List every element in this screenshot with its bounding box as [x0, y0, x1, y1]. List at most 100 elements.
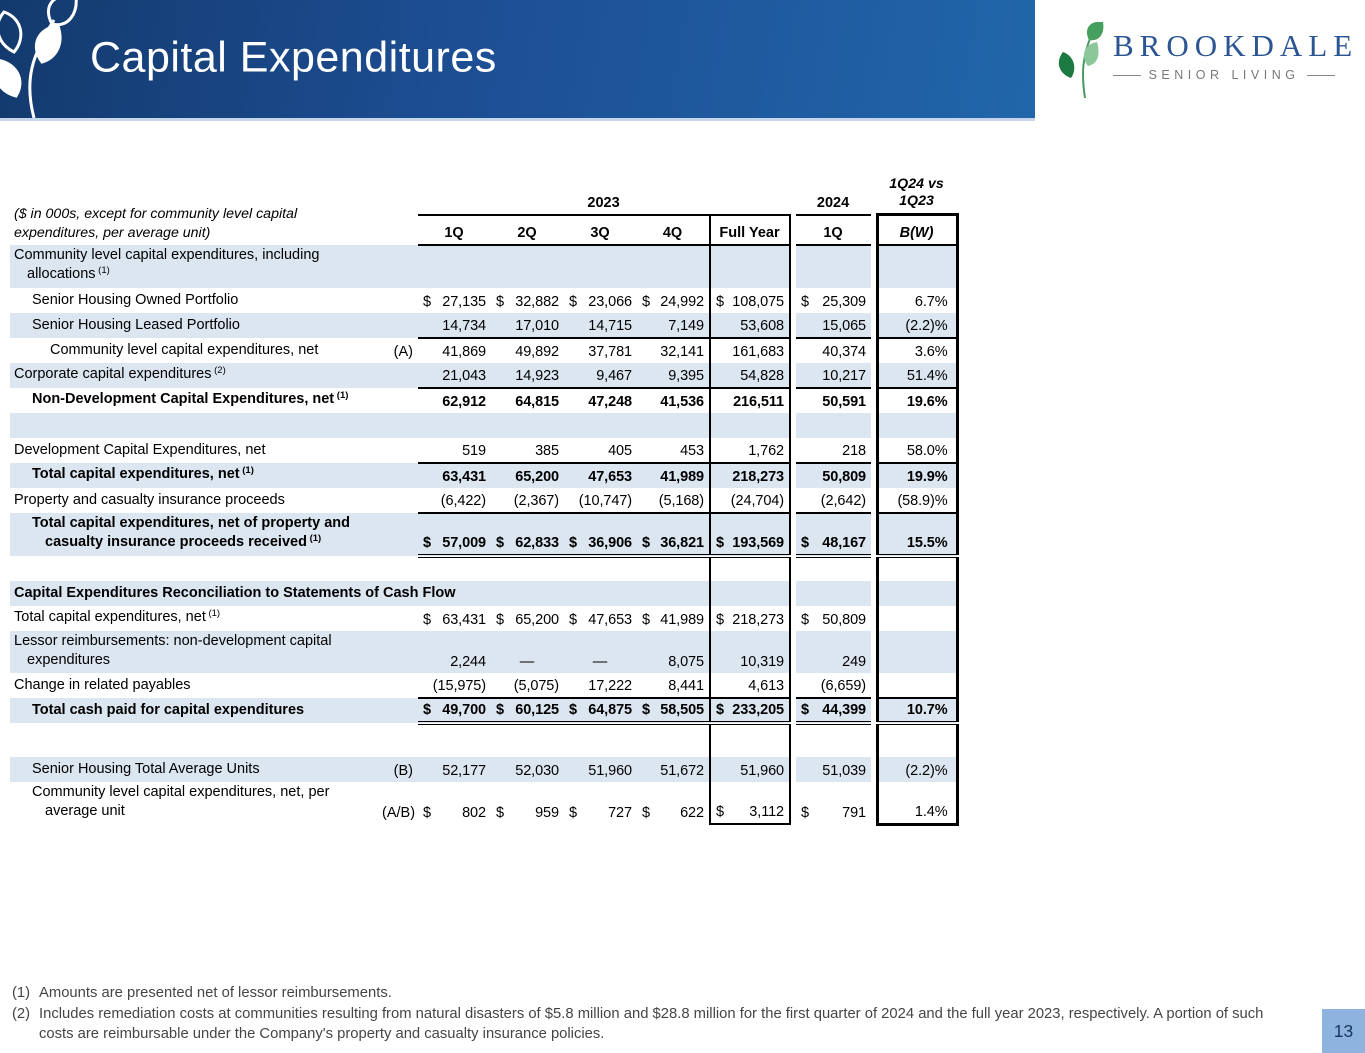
- cell: (58.9)%: [875, 488, 959, 514]
- ref-label: [378, 606, 418, 631]
- brand-text: BROOKDALE SENIOR LIVING: [1113, 28, 1359, 82]
- cell: [564, 245, 637, 288]
- gutter: [871, 313, 878, 338]
- gutter: [871, 488, 878, 513]
- cell: [875, 606, 959, 631]
- cell: $44,399: [796, 698, 872, 725]
- cell: $41,989: [642, 612, 704, 628]
- cell: [491, 723, 564, 757]
- blank-row: [10, 413, 418, 438]
- cell: (2,642): [796, 488, 872, 514]
- gutter: [790, 757, 797, 782]
- gutter: [871, 723, 878, 757]
- gutter: [871, 757, 878, 782]
- row-label: Lessor reimbursements: non-development c…: [10, 631, 378, 673]
- cell: $50,809: [801, 612, 867, 628]
- ref-label: [378, 313, 418, 338]
- gutter: [871, 438, 878, 463]
- gutter: [790, 214, 797, 245]
- banner: Capital Expenditures: [0, 0, 1035, 121]
- row-label: Total capital expenditures, net (1): [10, 463, 378, 488]
- gutter: [790, 288, 797, 313]
- cell: 10.7%: [875, 698, 959, 725]
- cell: [418, 556, 491, 581]
- ref-label: [378, 438, 418, 463]
- cell: [491, 556, 564, 581]
- cell: 3.6%: [875, 338, 959, 363]
- blank-row: [10, 723, 418, 757]
- cell: 51,039: [796, 757, 872, 782]
- row-label: Development Capital Expenditures, net: [14, 442, 266, 458]
- row-label: Community level capital expenditures, ne…: [32, 784, 330, 819]
- cell: (6,422): [418, 488, 491, 514]
- cell: 10,217: [796, 363, 872, 389]
- cell: $3,112: [708, 782, 792, 825]
- cell: 161,683: [708, 338, 792, 363]
- cell: [796, 581, 872, 606]
- cell: [796, 556, 871, 581]
- cell: $65,200: [496, 612, 559, 628]
- gutter: [790, 363, 797, 388]
- gutter: [790, 513, 797, 556]
- gutter: [790, 463, 797, 488]
- cell: 37,781: [588, 344, 632, 360]
- cell: [491, 245, 564, 288]
- ref-label: [378, 513, 418, 556]
- cell: $233,205: [708, 698, 792, 725]
- row-label: Senior Housing Total Average Units: [10, 757, 378, 782]
- cell: 50,591: [822, 394, 867, 410]
- cell: [796, 413, 872, 438]
- cell: 41,989: [637, 463, 710, 488]
- ref-label: (A/B): [382, 805, 416, 821]
- cell: [875, 556, 959, 581]
- row-label: Property and casualty insurance proceeds: [14, 492, 285, 508]
- cell: $622: [642, 805, 704, 821]
- cell: —: [564, 631, 637, 673]
- cell: $32,882: [496, 294, 559, 310]
- cell: 41,536: [660, 394, 704, 410]
- row-label: Capital Expenditures Reconciliation to S…: [10, 581, 491, 606]
- cell: [564, 556, 637, 581]
- cell: 218: [796, 438, 872, 464]
- gutter: [790, 338, 797, 363]
- cell: 14,715: [564, 313, 637, 339]
- gutter: [790, 175, 797, 215]
- gutter: [871, 388, 878, 413]
- cell: [875, 245, 959, 288]
- row-label: Senior Housing Owned Portfolio: [32, 292, 239, 308]
- footnote-1: (1) Amounts are presented net of lessor …: [12, 983, 1284, 1004]
- table-caption: ($ in 000s, except for community level c…: [14, 206, 298, 241]
- gutter: [871, 556, 878, 581]
- gutter: [790, 488, 797, 513]
- cell: 2,244: [418, 631, 491, 673]
- footnote-text: Amounts are presented net of lessor reim…: [39, 985, 392, 1001]
- cell: 51,672: [637, 757, 710, 782]
- cell: [564, 413, 637, 438]
- footnote-number: (1): [12, 985, 31, 1001]
- cell: [564, 581, 637, 606]
- gutter: [871, 288, 878, 313]
- gutter: [790, 313, 797, 338]
- quarter-header: 2Q: [491, 214, 564, 246]
- cell: $58,505: [637, 698, 710, 725]
- cell: [875, 581, 959, 606]
- row-label: Change in related payables: [14, 677, 191, 693]
- cell: [491, 581, 564, 606]
- cell: 40,374: [822, 344, 867, 360]
- gutter: [790, 556, 797, 581]
- gutter: [871, 631, 878, 673]
- cell: [796, 245, 872, 288]
- cell: $193,569: [708, 513, 792, 558]
- cell: 1.4%: [875, 782, 959, 826]
- cell: (10,747): [564, 488, 637, 514]
- gutter: [790, 581, 797, 606]
- quarter-header: 4Q: [637, 214, 710, 246]
- gutter: [871, 606, 878, 631]
- cell: 9,395: [637, 363, 710, 389]
- cell: 58.0%: [875, 438, 959, 464]
- footnotes: (1) Amounts are presented net of lessor …: [12, 983, 1284, 1045]
- cell: 519: [418, 438, 491, 464]
- cell: (2,367): [491, 488, 564, 514]
- brand-name: BROOKDALE: [1113, 28, 1359, 63]
- cell: $57,009: [418, 513, 491, 558]
